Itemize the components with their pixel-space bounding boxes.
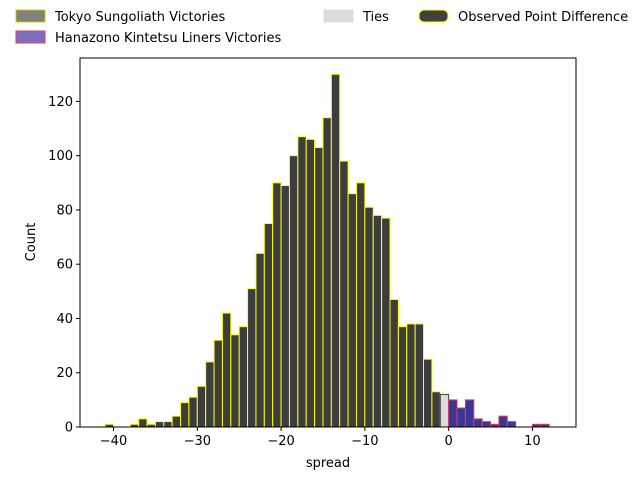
histogram-bar — [339, 160, 349, 428]
legend-label-hanazono: Hanazono Kintetsu Liners Victories — [55, 31, 281, 46]
histogram-bar — [247, 288, 257, 428]
legend-swatch-observed — [418, 9, 449, 23]
x-tick-label: 10 — [524, 434, 541, 449]
histogram-bar — [314, 147, 324, 428]
x-tick-label: −20 — [267, 434, 294, 449]
legend-entry-hanazono: Hanazono Kintetsu Liners Victories — [15, 30, 281, 46]
histogram-bar — [431, 391, 441, 428]
histogram-bar — [322, 117, 332, 428]
plot-frame — [79, 57, 577, 428]
histogram-bar — [171, 415, 182, 428]
y-tick-label: 80 — [56, 203, 73, 218]
y-axis-ticks: 0 20 40 60 80 100 120 — [48, 95, 80, 436]
legend-swatch-hanazono — [15, 30, 46, 44]
legend-entry-observed: Observed Point Difference — [418, 9, 628, 25]
legend-label-tokyo: Tokyo Sungoliath Victories — [54, 10, 225, 25]
histogram-bar — [364, 206, 374, 428]
histogram-bar — [389, 298, 399, 428]
legend-label-observed: Observed Point Difference — [458, 10, 628, 25]
y-tick-label: 100 — [48, 149, 73, 164]
y-tick-label: 120 — [48, 95, 73, 110]
histogram-bar — [297, 136, 307, 428]
y-axis-label: Count — [24, 223, 39, 262]
histogram-bar — [154, 421, 165, 428]
histogram-bar — [221, 312, 232, 428]
histogram-bar — [506, 421, 517, 428]
legend-label-ties: Ties — [362, 10, 389, 25]
legend-swatch-tokyo — [15, 9, 46, 23]
histogram-bar — [347, 193, 357, 428]
histogram-bar — [263, 223, 274, 428]
y-tick-label: 20 — [56, 366, 73, 381]
histogram-bar — [163, 421, 173, 428]
histogram-bar — [355, 182, 366, 428]
histogram-bar — [372, 214, 383, 428]
legend-swatch-ties — [323, 9, 354, 23]
y-tick-label: 40 — [56, 312, 73, 327]
histogram-bar — [238, 326, 249, 428]
histogram-bar — [397, 326, 408, 428]
x-axis-label: spread — [306, 456, 350, 471]
histogram-bar — [381, 217, 391, 428]
legend-entry-ties: Ties — [323, 9, 389, 25]
histogram-bar — [414, 323, 425, 428]
x-tick-label: −10 — [351, 434, 378, 449]
y-tick-label: 0 — [65, 421, 73, 436]
histogram-bar — [272, 182, 282, 428]
x-tick-label: −40 — [100, 434, 127, 449]
histogram-bar — [213, 339, 223, 428]
histogram-bar — [456, 407, 466, 428]
legend: Tokyo Sungoliath Victories Hanazono Kint… — [15, 9, 628, 46]
histogram-bar — [230, 334, 240, 428]
histogram-bar — [498, 415, 508, 428]
histogram-bar — [473, 418, 483, 428]
histogram-bar — [439, 393, 450, 428]
histogram-bar — [138, 418, 148, 428]
histogram-bar — [330, 73, 341, 428]
histogram-bar — [305, 138, 316, 428]
histogram-bar — [205, 361, 215, 428]
x-tick-label: −30 — [184, 434, 211, 449]
histogram-bar — [180, 402, 190, 428]
x-axis-ticks: −40 −30 −20 −10 0 10 — [100, 427, 541, 449]
histogram-bar — [481, 421, 492, 428]
histogram-bar — [448, 399, 458, 428]
x-tick-label: 0 — [445, 434, 453, 449]
histogram-bar — [280, 185, 290, 428]
y-tick-label: 60 — [56, 258, 73, 273]
histogram-bar — [464, 399, 475, 428]
histogram-bar — [288, 155, 299, 428]
legend-entry-tokyo: Tokyo Sungoliath Victories — [15, 9, 225, 25]
bars-group — [104, 73, 550, 428]
histogram-bar — [406, 323, 416, 428]
histogram-bar — [196, 385, 207, 428]
histogram-bar — [255, 252, 265, 428]
histogram-bar — [188, 396, 198, 428]
histogram-bar — [423, 358, 433, 428]
